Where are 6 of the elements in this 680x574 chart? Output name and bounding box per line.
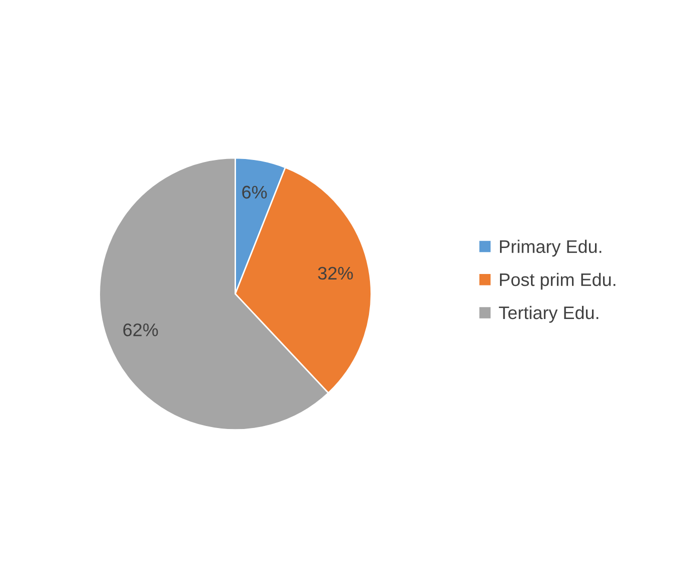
data-label: 6% bbox=[242, 186, 267, 199]
legend-label: Tertiary Edu. bbox=[498, 306, 598, 323]
legend-label: Post prim Edu. bbox=[500, 272, 616, 290]
legend-label: Primary Edu. bbox=[500, 240, 602, 257]
data-label: 62% bbox=[123, 323, 158, 336]
data-label: 32% bbox=[318, 266, 353, 280]
